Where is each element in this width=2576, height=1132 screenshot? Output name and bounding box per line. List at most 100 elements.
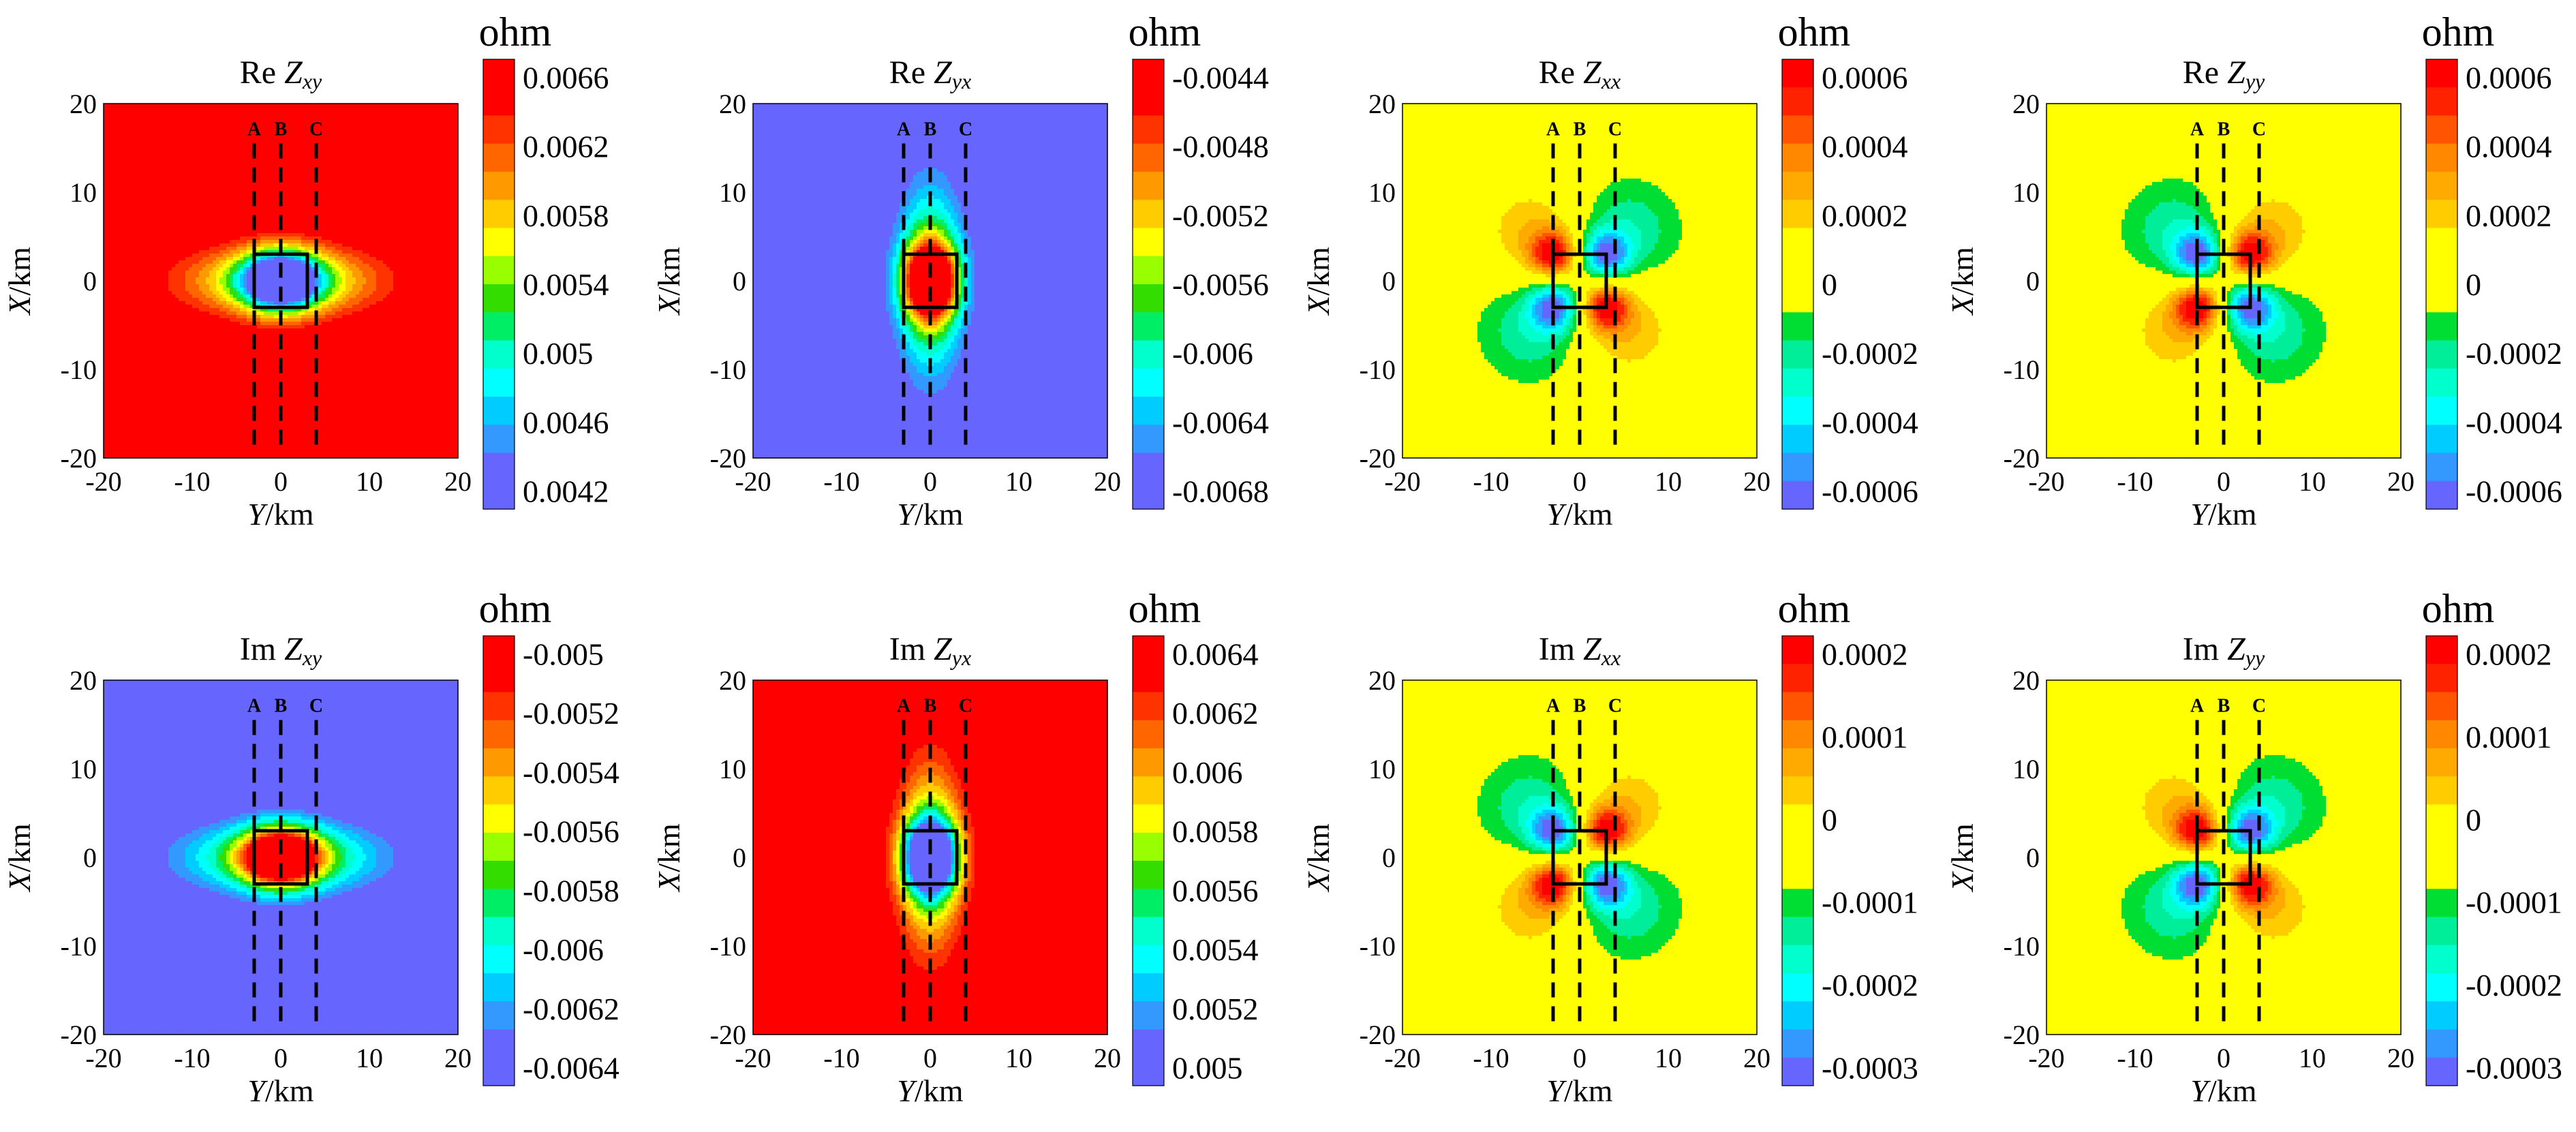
heatmap-cell — [271, 114, 275, 118]
heatmap-cell — [448, 117, 452, 121]
heatmap-cell — [151, 107, 155, 111]
heatmap-cell — [230, 107, 234, 111]
heatmap-cell — [260, 107, 264, 111]
heatmap-cell — [131, 110, 135, 114]
heatmap-cell — [356, 107, 360, 111]
heatmap-cell — [400, 104, 404, 108]
heatmap-cell — [346, 110, 350, 114]
heatmap-cell — [107, 104, 111, 108]
heatmap-cell — [121, 114, 125, 118]
heatmap-cell — [294, 114, 298, 118]
heatmap-cell — [104, 104, 108, 108]
heatmap-cell — [264, 107, 268, 111]
heatmap-cell — [182, 110, 186, 114]
heatmap-cell — [107, 110, 111, 114]
heatmap-cell — [332, 110, 336, 114]
heatmap-cell — [206, 110, 210, 114]
heatmap-cell — [141, 121, 145, 125]
heatmap-cell — [431, 117, 435, 121]
heatmap-cell — [346, 107, 350, 111]
heatmap-cell — [182, 107, 186, 111]
heatmap-cell — [393, 121, 397, 125]
heatmap-cell — [127, 124, 132, 128]
heatmap-cell — [172, 107, 176, 111]
heatmap-cell — [168, 104, 172, 108]
heatmap-cell — [291, 114, 295, 118]
heatmap-cell — [352, 117, 356, 121]
heatmap-cell — [407, 107, 411, 111]
heatmap-cell — [202, 117, 206, 121]
heatmap-cell — [393, 117, 397, 121]
heatmap-cell — [366, 107, 370, 111]
heatmap-cell — [264, 117, 268, 121]
heatmap-cell — [148, 124, 152, 128]
heatmap-cell — [451, 107, 455, 111]
heatmap-cell — [213, 104, 217, 108]
heatmap-cell — [162, 121, 166, 125]
heatmap-cell — [189, 114, 193, 118]
heatmap-cell — [349, 104, 353, 108]
heatmap-cell — [254, 107, 258, 111]
heatmap-cell — [438, 114, 442, 118]
heatmap-cell — [431, 121, 435, 125]
heatmap-cell — [414, 121, 418, 125]
heatmap-cell — [305, 121, 309, 125]
heatmap-cell — [223, 107, 227, 111]
heatmap-cell — [383, 107, 387, 111]
heatmap-cell — [441, 107, 445, 111]
heatmap-cell — [213, 121, 217, 125]
heatmap-cell — [451, 117, 455, 121]
heatmap-cell — [417, 114, 421, 118]
heatmap-cell — [356, 117, 360, 121]
heatmap-cell — [383, 114, 387, 118]
heatmap-cell — [114, 107, 118, 111]
heatmap-cell — [148, 107, 152, 111]
heatmap-cell — [155, 121, 159, 125]
heatmap-cell — [219, 117, 224, 121]
heatmap-cell — [427, 121, 431, 125]
heatmap-cell — [359, 107, 363, 111]
heatmap-cell — [420, 114, 425, 118]
heatmap-cell — [158, 114, 162, 118]
heatmap-cell — [151, 121, 155, 125]
heatmap-cell — [339, 110, 343, 114]
heatmap-cell — [104, 124, 108, 128]
heatmap-cell — [427, 110, 431, 114]
heatmap-cell — [144, 110, 149, 114]
heatmap-cell — [162, 114, 166, 118]
heatmap-cell — [107, 117, 111, 121]
heatmap-cell — [424, 117, 428, 121]
heatmap-cell — [124, 124, 128, 128]
heatmap-cell — [281, 104, 285, 108]
heatmap-cell — [318, 114, 322, 118]
heatmap-cell — [175, 114, 179, 118]
heatmap-cell — [254, 104, 258, 108]
heatmap-cell — [121, 121, 125, 125]
heatmap-cell — [298, 114, 302, 118]
heatmap-cell — [363, 104, 367, 108]
heatmap-cell — [189, 107, 193, 111]
heatmap-cell — [230, 117, 234, 121]
heatmap-cell — [151, 110, 155, 114]
heatmap-cell — [390, 107, 394, 111]
heatmap-cell — [114, 114, 118, 118]
heatmap-cell — [366, 121, 370, 125]
heatmap-cell — [383, 104, 387, 108]
heatmap-cell — [373, 117, 377, 121]
heatmap-cell — [301, 110, 305, 114]
heatmap-cell — [318, 104, 322, 108]
heatmap-cell — [397, 114, 401, 118]
heatmap-cell — [168, 124, 172, 128]
heatmap-cell — [107, 114, 111, 118]
heatmap-cell — [349, 107, 353, 111]
heatmap-cell — [165, 104, 169, 108]
heatmap-cell — [438, 107, 442, 111]
heatmap-cell — [267, 107, 271, 111]
heatmap-cell — [397, 117, 401, 121]
heatmap-cell — [250, 114, 254, 118]
heatmap-cell — [267, 117, 271, 121]
heatmap-cell — [148, 110, 152, 114]
heatmap-cell — [247, 104, 251, 108]
heatmap-cell — [451, 114, 455, 118]
heatmap-cell — [363, 114, 367, 118]
